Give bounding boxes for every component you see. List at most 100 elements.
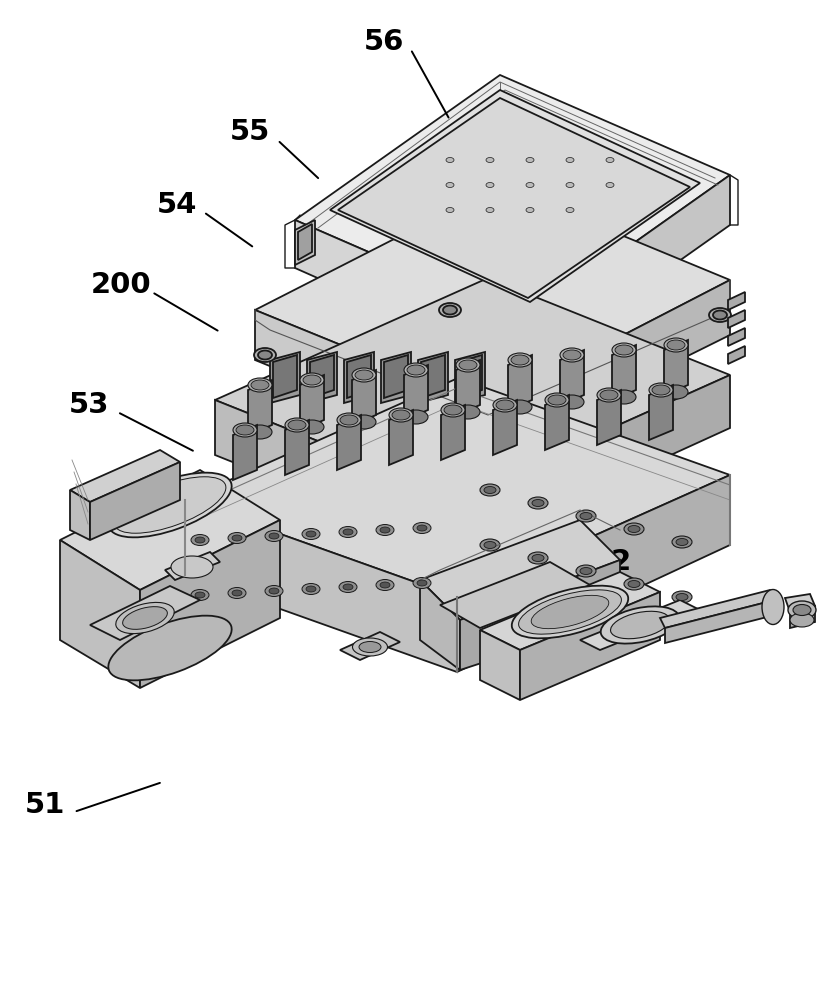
Polygon shape: [285, 420, 309, 475]
Text: 200: 200: [91, 271, 152, 299]
Ellipse shape: [439, 303, 461, 317]
Ellipse shape: [339, 526, 357, 538]
Ellipse shape: [576, 565, 596, 577]
Ellipse shape: [288, 420, 306, 430]
Polygon shape: [255, 185, 730, 405]
Ellipse shape: [496, 400, 514, 410]
Ellipse shape: [713, 310, 727, 320]
Ellipse shape: [486, 182, 494, 188]
Ellipse shape: [456, 358, 480, 372]
Ellipse shape: [545, 393, 569, 407]
Polygon shape: [330, 90, 700, 302]
Ellipse shape: [359, 642, 381, 652]
Ellipse shape: [456, 405, 480, 419]
Ellipse shape: [531, 595, 609, 629]
Polygon shape: [384, 355, 408, 398]
Polygon shape: [455, 352, 485, 403]
Ellipse shape: [526, 208, 534, 213]
Ellipse shape: [526, 157, 534, 162]
Ellipse shape: [122, 607, 167, 629]
Polygon shape: [310, 355, 334, 398]
Polygon shape: [70, 490, 90, 540]
Polygon shape: [728, 310, 745, 328]
Ellipse shape: [480, 539, 500, 551]
Ellipse shape: [493, 398, 517, 412]
Ellipse shape: [486, 157, 494, 162]
Polygon shape: [488, 280, 730, 455]
Polygon shape: [338, 98, 690, 298]
Polygon shape: [508, 355, 532, 410]
Ellipse shape: [649, 383, 673, 397]
Text: 54: 54: [156, 191, 197, 219]
Ellipse shape: [672, 591, 692, 603]
Polygon shape: [389, 410, 413, 465]
Polygon shape: [185, 500, 457, 672]
Polygon shape: [728, 346, 745, 364]
Polygon shape: [185, 378, 730, 597]
Ellipse shape: [417, 525, 427, 531]
Ellipse shape: [566, 157, 574, 162]
Ellipse shape: [446, 208, 454, 213]
Polygon shape: [295, 220, 525, 370]
Ellipse shape: [114, 477, 226, 533]
Ellipse shape: [392, 410, 410, 420]
Ellipse shape: [508, 353, 532, 367]
Polygon shape: [60, 470, 280, 590]
Ellipse shape: [258, 351, 272, 360]
Polygon shape: [215, 400, 458, 552]
Ellipse shape: [380, 527, 390, 533]
Polygon shape: [352, 370, 376, 425]
Text: 55: 55: [230, 118, 271, 146]
Polygon shape: [140, 520, 280, 688]
Ellipse shape: [676, 538, 688, 546]
Ellipse shape: [171, 556, 213, 578]
Ellipse shape: [560, 348, 584, 362]
Ellipse shape: [672, 536, 692, 548]
Ellipse shape: [306, 531, 316, 537]
Ellipse shape: [612, 390, 636, 404]
Ellipse shape: [484, 487, 496, 493]
Ellipse shape: [486, 208, 494, 213]
Ellipse shape: [576, 510, 596, 522]
Ellipse shape: [380, 582, 390, 588]
Ellipse shape: [232, 535, 242, 541]
Ellipse shape: [762, 589, 784, 624]
Ellipse shape: [191, 589, 209, 600]
Ellipse shape: [404, 363, 428, 377]
Polygon shape: [215, 278, 730, 497]
Ellipse shape: [676, 593, 688, 600]
Text: 56: 56: [364, 28, 405, 56]
Ellipse shape: [285, 418, 309, 432]
Ellipse shape: [508, 400, 532, 414]
Ellipse shape: [511, 355, 529, 365]
Polygon shape: [728, 292, 745, 310]
Polygon shape: [90, 462, 180, 540]
Ellipse shape: [600, 390, 618, 400]
Ellipse shape: [352, 415, 376, 429]
Ellipse shape: [228, 532, 246, 544]
Ellipse shape: [624, 523, 644, 535]
Ellipse shape: [664, 338, 688, 352]
Polygon shape: [580, 600, 700, 650]
Ellipse shape: [302, 584, 320, 594]
Ellipse shape: [265, 530, 283, 542]
Polygon shape: [660, 590, 775, 628]
Polygon shape: [270, 352, 300, 403]
Ellipse shape: [566, 182, 574, 188]
Polygon shape: [248, 380, 272, 435]
Polygon shape: [60, 540, 140, 688]
Ellipse shape: [793, 604, 811, 615]
Ellipse shape: [300, 420, 324, 434]
Polygon shape: [457, 475, 730, 672]
Ellipse shape: [519, 590, 621, 634]
Text: 51: 51: [25, 791, 66, 819]
Ellipse shape: [340, 415, 358, 425]
Ellipse shape: [343, 584, 353, 590]
Ellipse shape: [532, 554, 544, 562]
Ellipse shape: [612, 343, 636, 357]
Polygon shape: [307, 352, 337, 403]
Polygon shape: [520, 592, 660, 700]
Polygon shape: [337, 415, 361, 470]
Polygon shape: [90, 586, 200, 640]
Ellipse shape: [526, 182, 534, 188]
